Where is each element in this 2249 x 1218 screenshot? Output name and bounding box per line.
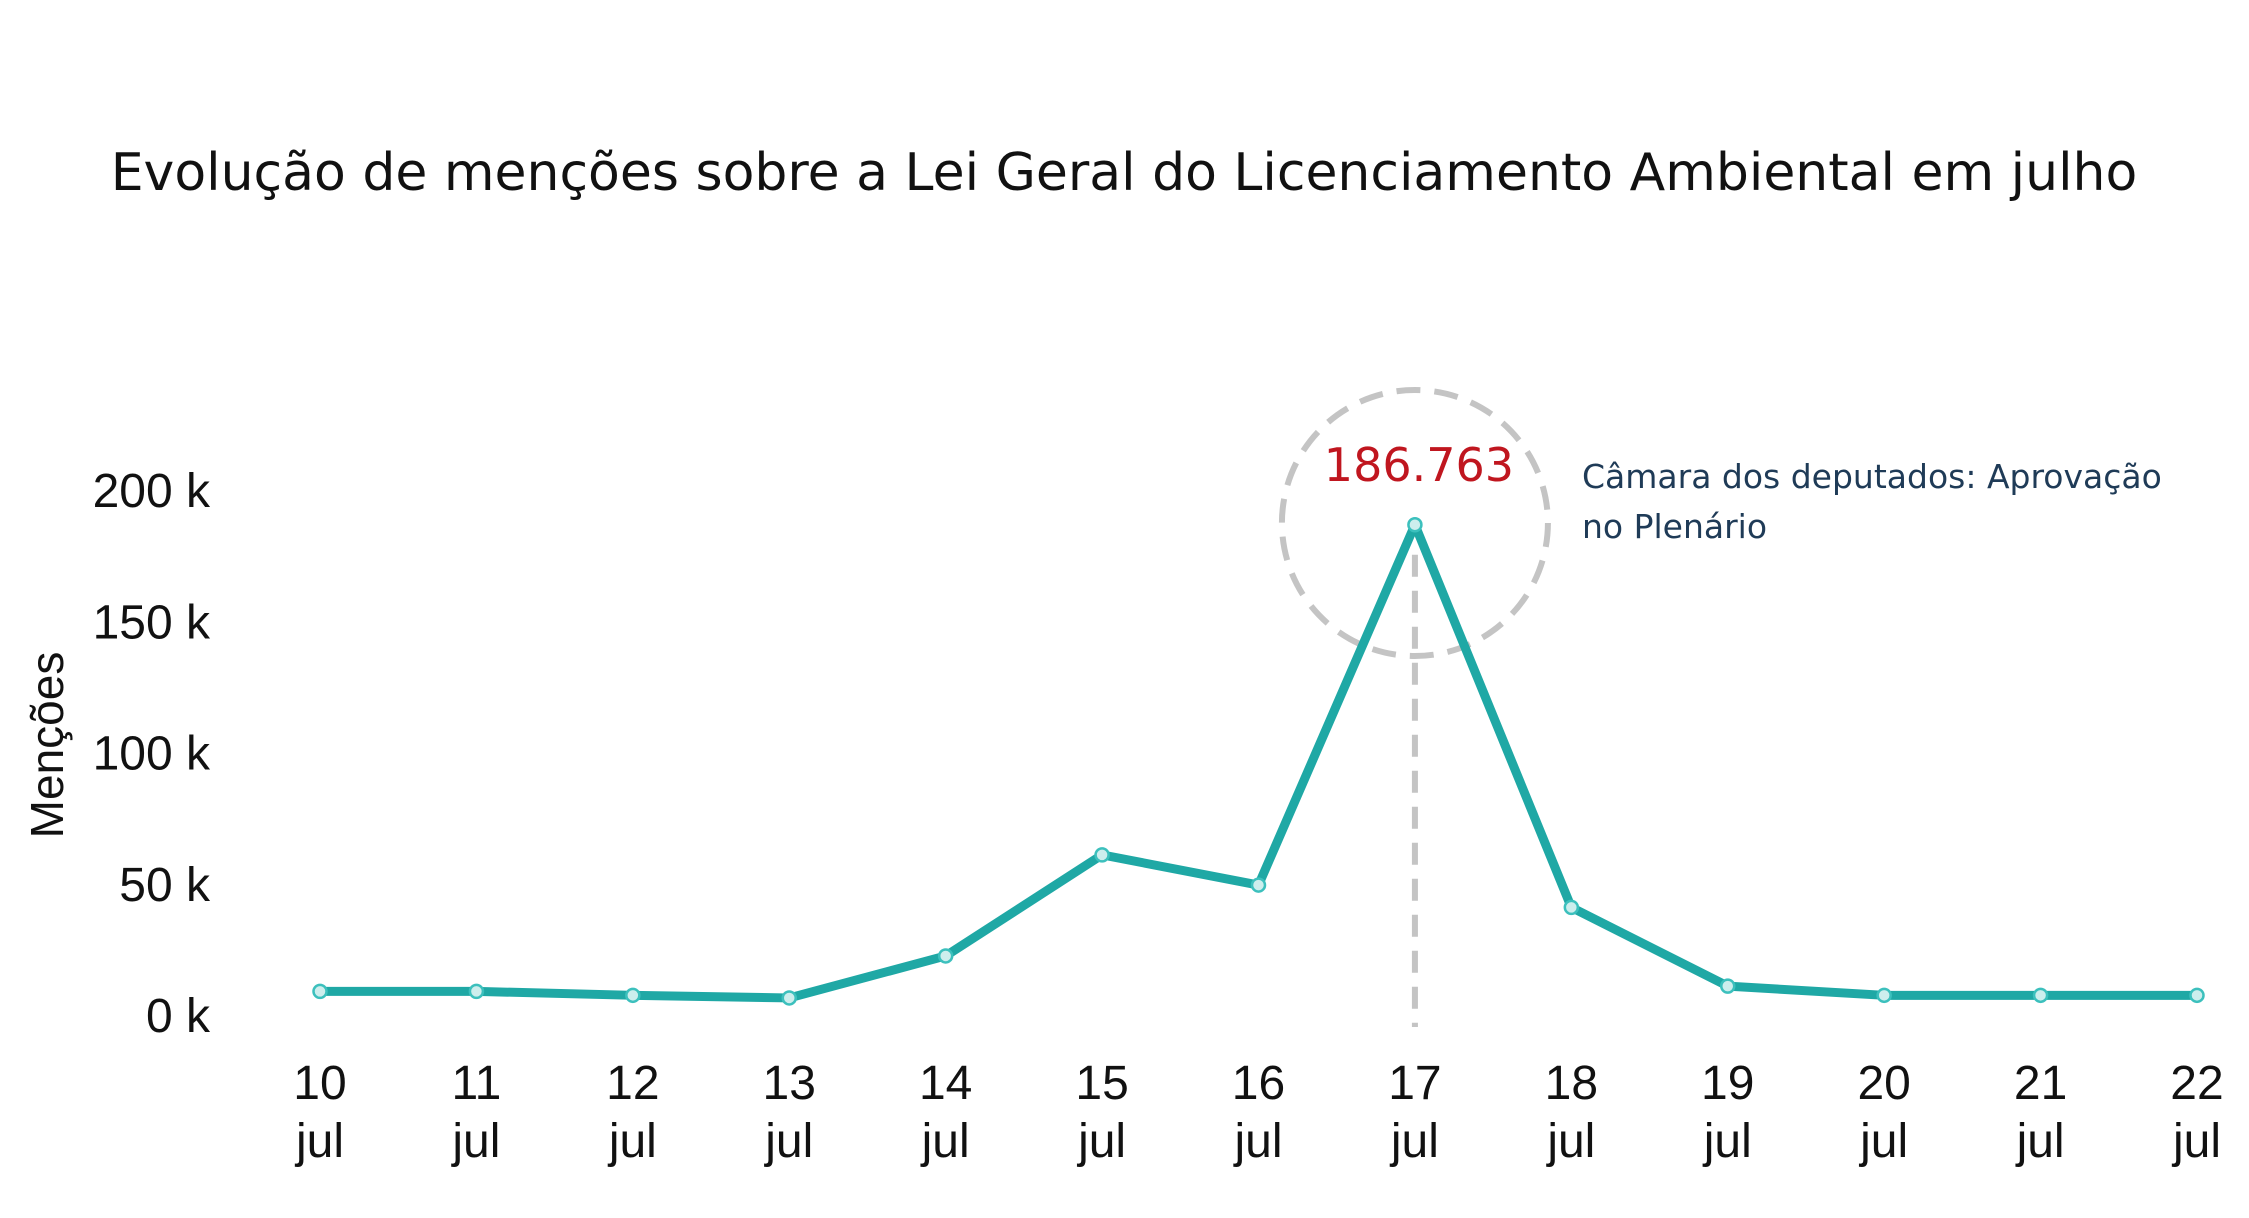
x-tick-month: jul <box>1076 1115 1126 1168</box>
data-point <box>1094 847 1110 863</box>
data-point <box>781 990 797 1006</box>
x-tick-day: 22 <box>2170 1057 2223 1110</box>
x-tick-month: jul <box>1858 1115 1908 1168</box>
series-mentions <box>315 520 2202 1003</box>
peak-highlight <box>1278 387 1551 1027</box>
y-tick-label: 150 k <box>93 596 211 649</box>
x-tick-month: jul <box>920 1115 970 1168</box>
y-tick-label: 200 k <box>93 465 211 518</box>
x-tick-day: 11 <box>452 1057 502 1110</box>
y-tick-label: 50 k <box>119 859 211 912</box>
x-tick-day: 19 <box>1701 1057 1754 1110</box>
x-tick-day: 18 <box>1545 1057 1598 1110</box>
x-tick-month: jul <box>1702 1115 1752 1168</box>
data-point <box>312 983 328 1000</box>
y-axis-ticks: 0 k 50 k 100 k 150 k 200 k <box>93 465 211 1043</box>
data-point <box>2189 987 2205 1004</box>
x-tick-month: jul <box>450 1115 500 1168</box>
data-point <box>1876 987 1892 1004</box>
x-tick-month: jul <box>294 1115 344 1168</box>
x-tick-month: jul <box>2171 1115 2221 1168</box>
x-tick-day: 15 <box>1075 1057 1128 1110</box>
x-tick-day: 12 <box>606 1057 659 1110</box>
data-point <box>625 987 641 1004</box>
chart-title: Evolução de menções sobre a Lei Geral do… <box>111 143 2138 203</box>
y-tick-label: 0 k <box>146 990 211 1043</box>
peak-annotation: 186.763 Câmara dos deputados: Aprovação no… <box>1324 438 2162 546</box>
data-point <box>468 983 485 1000</box>
data-point <box>1563 899 1580 916</box>
y-tick-label: 100 k <box>93 728 211 781</box>
x-tick-month: jul <box>1232 1115 1282 1168</box>
peak-value-label: 186.763 <box>1324 438 1514 492</box>
x-tick-day: 17 <box>1388 1057 1441 1110</box>
series-markers <box>312 516 2205 1006</box>
y-axis-title: Menções <box>21 652 73 839</box>
x-tick-day: 16 <box>1232 1057 1285 1110</box>
x-tick-day: 20 <box>1857 1057 1910 1110</box>
series-line <box>315 520 2202 1003</box>
x-tick-month: jul <box>1389 1115 1439 1168</box>
annotation-line: Câmara dos deputados: Aprovação <box>1582 457 2162 496</box>
data-point <box>1250 877 1267 893</box>
x-tick-month: jul <box>2015 1115 2065 1168</box>
data-point <box>2032 987 2049 1004</box>
data-point <box>937 948 954 964</box>
x-axis-ticks: 10jul11jul12jul13jul14jul15jul16jul17jul… <box>293 1057 2223 1168</box>
x-tick-month: jul <box>1545 1115 1595 1168</box>
data-point <box>1407 516 1423 533</box>
x-tick-day: 13 <box>763 1057 816 1110</box>
x-tick-day: 21 <box>2014 1057 2067 1110</box>
peak-circle <box>1278 387 1551 659</box>
x-tick-day: 14 <box>919 1057 972 1110</box>
x-tick-month: jul <box>607 1115 657 1168</box>
annotation-line: no Plenário <box>1582 507 1767 546</box>
data-point <box>1720 978 1736 994</box>
x-tick-month: jul <box>763 1115 813 1168</box>
x-tick-day: 10 <box>293 1057 346 1110</box>
